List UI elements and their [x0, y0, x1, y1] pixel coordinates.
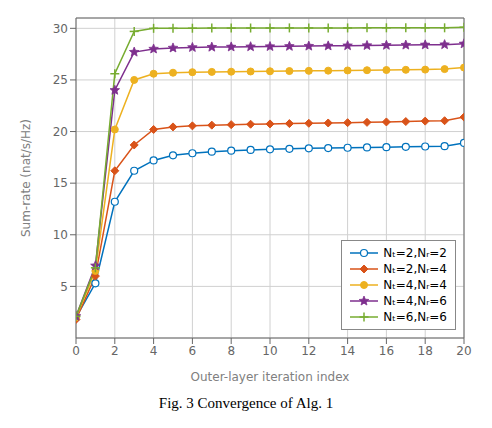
html-text:Nₜ=2,Nᵣ=4: Nₜ=2,Nᵣ=4 [383, 262, 447, 276]
html-text:Nₜ=4,Nᵣ=6: Nₜ=4,Nᵣ=6 [383, 294, 447, 308]
html-text:Nₜ=4,Nᵣ=4: Nₜ=4,Nᵣ=4 [383, 278, 447, 292]
svg-text:Sum-rate (nat/s/Hz): Sum-rate (nat/s/Hz) [19, 119, 33, 237]
svg-text:15: 15 [53, 176, 68, 190]
svg-text:10: 10 [262, 344, 277, 358]
svg-text:4: 4 [150, 344, 158, 358]
svg-text:14: 14 [340, 344, 355, 358]
svg-text:8: 8 [227, 344, 235, 358]
svg-text:0: 0 [72, 344, 80, 358]
svg-text:18: 18 [418, 344, 433, 358]
svg-text:10: 10 [53, 228, 68, 242]
svg-text:2: 2 [111, 344, 119, 358]
svg-text:30: 30 [53, 22, 68, 36]
svg-text:16: 16 [379, 344, 394, 358]
svg-text:20: 20 [53, 125, 68, 139]
svg-text:6: 6 [189, 344, 197, 358]
html-text:Nₜ=2,Nᵣ=2: Nₜ=2,Nᵣ=2 [383, 246, 447, 260]
svg-text:Outer-layer iteration index: Outer-layer iteration index [191, 370, 350, 384]
svg-text:5: 5 [60, 280, 68, 294]
html-text:Fig. 3 Convergence of Alg. 1: Fig. 3 Convergence of Alg. 1 [158, 395, 334, 411]
svg-text:12: 12 [301, 344, 316, 358]
svg-text:25: 25 [53, 73, 68, 87]
svg-text:20: 20 [456, 344, 471, 358]
html-text:Nₜ=6,Nᵣ=6: Nₜ=6,Nᵣ=6 [383, 310, 447, 324]
